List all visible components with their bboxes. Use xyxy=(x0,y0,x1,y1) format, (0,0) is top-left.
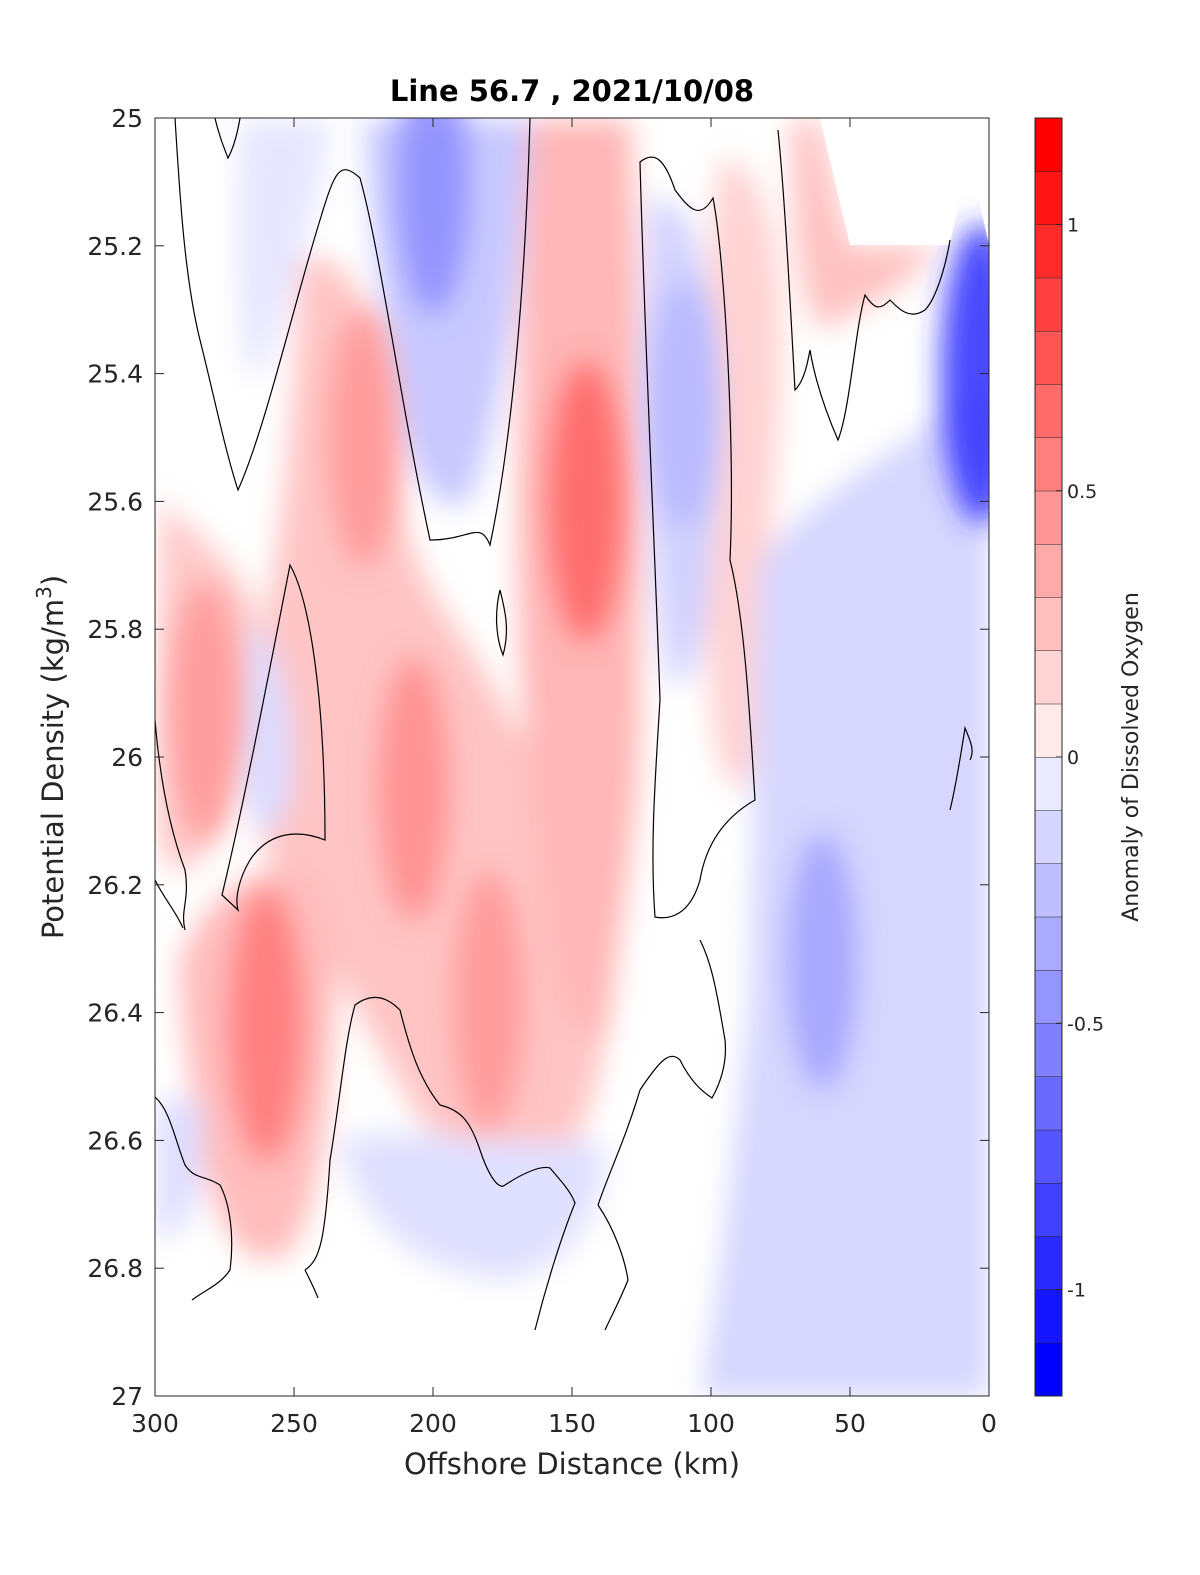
colorbar-ticks: -1 -0.5 0 0.5 1 xyxy=(1056,215,1104,1302)
x-axis-label: Offshore Distance (km) xyxy=(404,1447,740,1481)
x-tick-label: 0 xyxy=(981,1409,997,1438)
x-tick-label: 250 xyxy=(270,1409,318,1438)
anomaly-field xyxy=(155,118,989,1396)
colorbar-level xyxy=(1035,437,1062,491)
zero-contour xyxy=(495,589,508,657)
positive-anomaly-core xyxy=(548,361,624,642)
colorbar-level xyxy=(1035,703,1062,757)
negative-region-lower xyxy=(340,1132,604,1280)
y-axis-label-text: Potential Density (kg/m xyxy=(36,599,70,939)
zero-contour xyxy=(214,118,241,160)
colorbar-level xyxy=(1035,490,1062,544)
zero-contour xyxy=(639,156,756,919)
colorbar-level xyxy=(1035,384,1062,438)
colorbar-level xyxy=(1035,171,1062,225)
colorbar-level xyxy=(1035,118,1062,172)
zero-contour xyxy=(174,118,531,548)
colorbar-level xyxy=(1035,863,1062,917)
colorbar-level xyxy=(1035,916,1062,970)
colorbar-level xyxy=(1035,810,1062,864)
y-tick-label: 25.4 xyxy=(87,360,143,389)
negative-region-upper-left xyxy=(238,120,330,380)
colorbar-level xyxy=(1035,1236,1062,1290)
y-tick-label: 26 xyxy=(111,743,143,772)
y-tick-label: 26.6 xyxy=(87,1126,143,1155)
y-axis-label-close: ) xyxy=(36,575,70,586)
colorbar-level xyxy=(1035,544,1062,598)
positive-anomaly-core xyxy=(328,307,399,568)
negative-anomaly-core xyxy=(787,833,857,1090)
y-tick-label: 25 xyxy=(111,104,143,133)
x-tick-label: 100 xyxy=(687,1409,735,1438)
y-tick-label: 26.8 xyxy=(87,1254,143,1283)
y-axis-label: Potential Density (kg/m3) xyxy=(32,575,70,939)
x-tick-label: 50 xyxy=(834,1409,866,1438)
colorbar-level xyxy=(1035,757,1062,811)
y-tick-label: 25.8 xyxy=(87,615,143,644)
zero-contours xyxy=(155,118,973,1331)
y-tick-label: 25.6 xyxy=(87,487,143,516)
colorbar-tick-label: 0.5 xyxy=(1067,481,1097,503)
y-axis: 25 25.2 25.4 25.6 25.8 26 26.2 26.4 26.6 26.8 27 xyxy=(87,104,989,1411)
positive-anomaly-core xyxy=(229,889,303,1162)
negative-anomaly-core xyxy=(397,118,469,314)
zero-contour xyxy=(221,563,326,912)
colorbar-level xyxy=(1035,224,1062,278)
colorbar xyxy=(1035,117,1062,1396)
colorbar-level xyxy=(1035,1076,1062,1130)
colorbar-label: Anomaly of Dissolved Oxygen xyxy=(1119,592,1144,922)
negative-region-bottom-left xyxy=(155,1100,204,1240)
zero-contour xyxy=(155,1096,233,1301)
y-tick-label: 26.2 xyxy=(87,871,143,900)
chart-title: Line 56.7 , 2021/10/08 xyxy=(390,74,754,108)
colorbar-level xyxy=(1035,1289,1062,1343)
x-tick-label: 200 xyxy=(409,1409,457,1438)
x-tick-label: 300 xyxy=(131,1409,179,1438)
zero-contour xyxy=(949,725,973,811)
zero-contour xyxy=(597,939,727,1206)
colorbar-level xyxy=(1035,1183,1062,1237)
y-tick-label: 25.2 xyxy=(87,232,143,261)
positive-region-top-right xyxy=(790,120,935,329)
colorbar-level xyxy=(1035,1342,1062,1396)
positive-anomaly-core xyxy=(170,582,241,843)
colorbar-level xyxy=(1035,650,1062,704)
zero-contour xyxy=(777,129,951,442)
zero-contour xyxy=(304,996,576,1331)
colorbar-level xyxy=(1035,970,1062,1024)
zero-contour xyxy=(597,1204,629,1331)
colorbar-level xyxy=(1035,1129,1062,1183)
colorbar-tick-label: 1 xyxy=(1067,215,1079,237)
y-axis-label-sup: 3 xyxy=(32,586,56,599)
positive-anomaly-core xyxy=(453,869,524,1130)
colorbar-tick-label: -1 xyxy=(1067,1280,1086,1302)
colorbar-level xyxy=(1035,597,1062,651)
negative-region-left-mid xyxy=(240,620,293,833)
colorbar-tick-label: -0.5 xyxy=(1067,1013,1104,1035)
y-tick-label: 26.4 xyxy=(87,999,143,1028)
negative-anomaly-core xyxy=(649,281,717,530)
x-axis: 300 250 200 150 100 50 0 xyxy=(131,118,997,1438)
colorbar-tick-label: 0 xyxy=(1067,747,1079,769)
colorbar-level xyxy=(1035,1023,1062,1077)
zero-contour xyxy=(304,1269,319,1299)
colorbar-level xyxy=(1035,331,1062,385)
colorbar-level xyxy=(1035,277,1062,331)
y-tick-label: 27 xyxy=(111,1382,143,1411)
positive-anomaly-core xyxy=(378,656,450,921)
x-tick-label: 150 xyxy=(548,1409,596,1438)
